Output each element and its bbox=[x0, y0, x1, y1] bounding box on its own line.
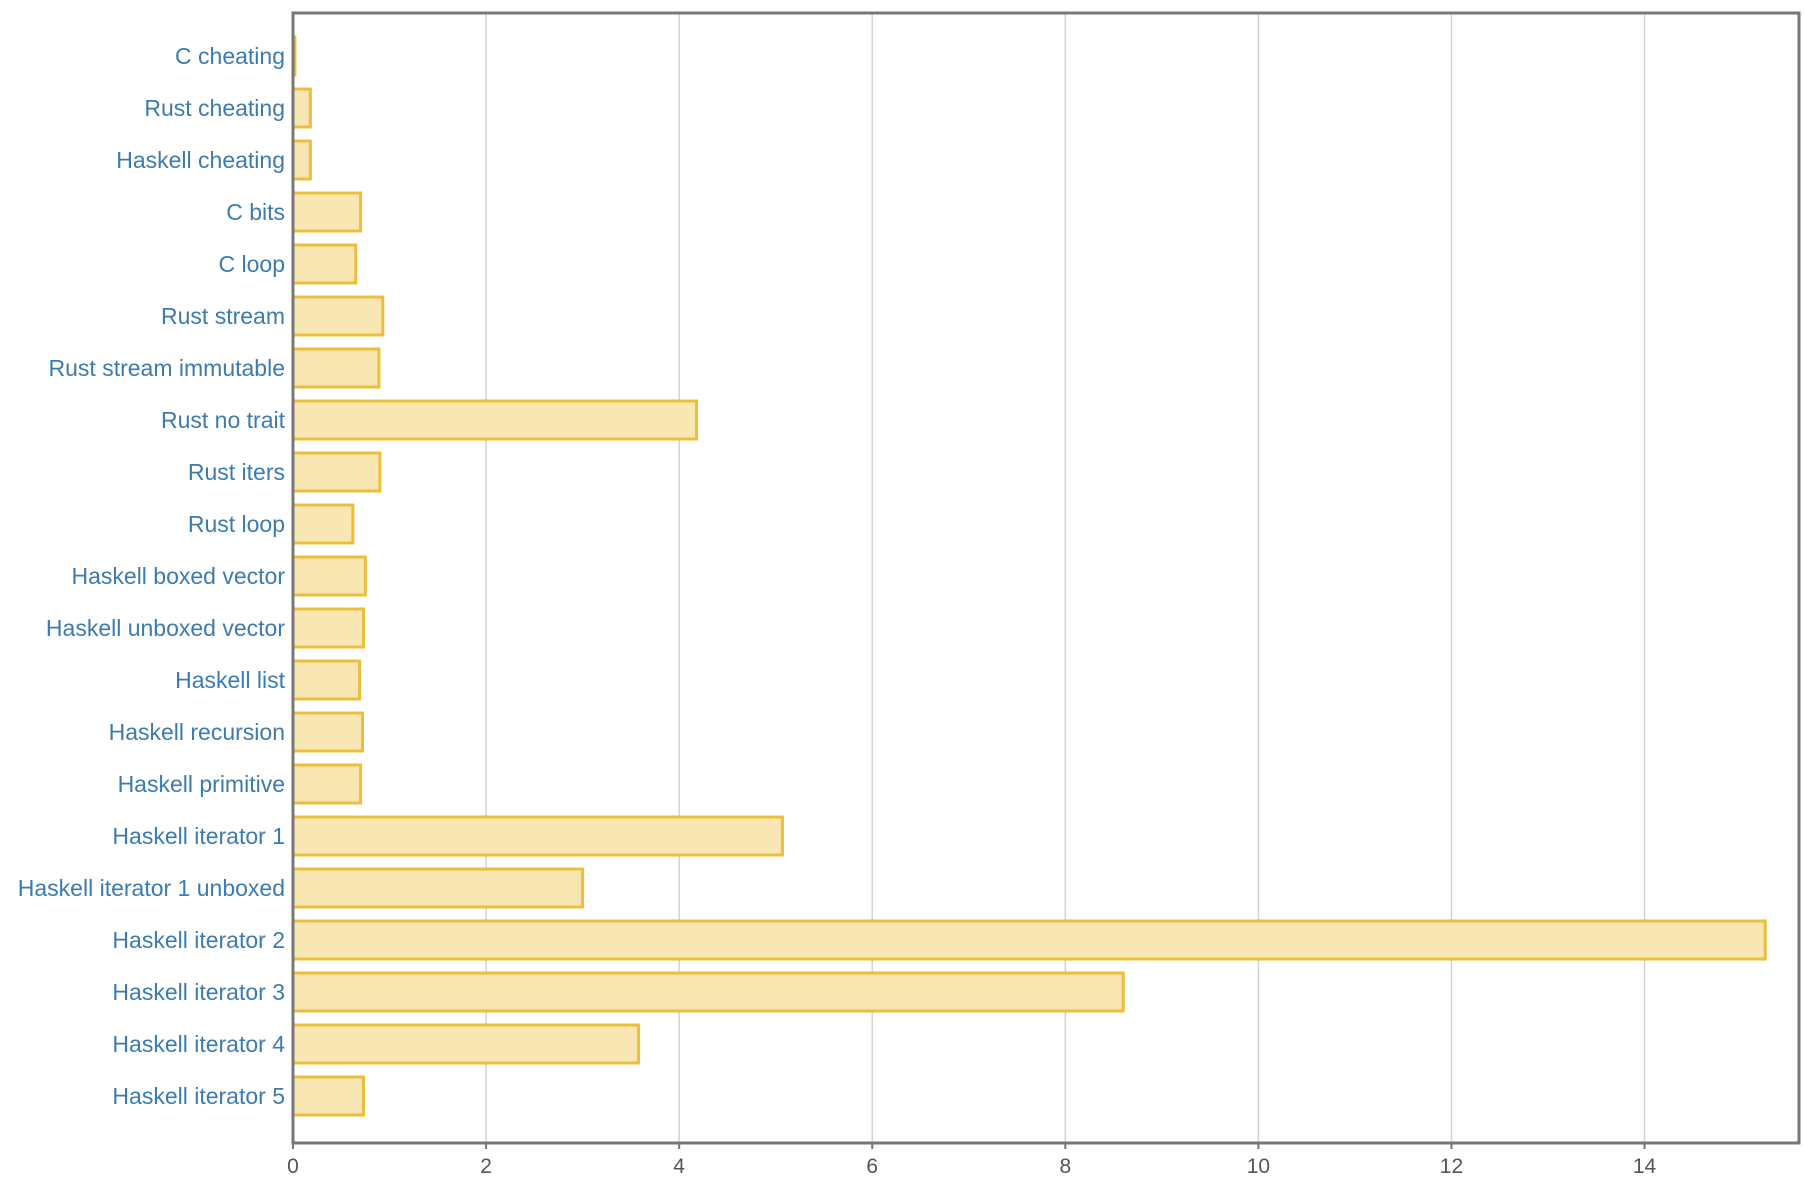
bar bbox=[291, 867, 585, 909]
category-label: Haskell iterator 2 bbox=[112, 927, 285, 953]
bar bbox=[291, 139, 312, 181]
bar bbox=[291, 659, 362, 701]
category-label: C loop bbox=[219, 251, 285, 277]
grid-lines bbox=[485, 13, 1646, 1143]
bar bbox=[291, 607, 365, 649]
bar bbox=[291, 555, 367, 597]
category-label: C cheating bbox=[175, 43, 285, 69]
x-tick-label: 8 bbox=[1059, 1155, 1071, 1178]
x-tick-label: 0 bbox=[287, 1155, 299, 1178]
category-label: Haskell iterator 5 bbox=[112, 1083, 285, 1109]
bar bbox=[291, 1023, 641, 1065]
bar bbox=[291, 711, 365, 753]
x-tick-label: 6 bbox=[866, 1155, 878, 1178]
bars bbox=[291, 35, 1767, 1117]
category-label: Haskell boxed vector bbox=[72, 563, 286, 589]
bar bbox=[291, 191, 363, 233]
category-label: Haskell list bbox=[175, 667, 286, 693]
category-label: Rust stream immutable bbox=[49, 355, 285, 381]
bar bbox=[291, 347, 381, 389]
bar bbox=[291, 295, 385, 337]
bar bbox=[291, 763, 363, 805]
category-label: Rust no trait bbox=[161, 407, 286, 433]
category-label: Haskell unboxed vector bbox=[46, 615, 285, 641]
x-tick-label: 2 bbox=[480, 1155, 492, 1178]
x-tick-label: 10 bbox=[1247, 1155, 1270, 1178]
x-tick-label: 4 bbox=[673, 1155, 685, 1178]
x-tick-label: 14 bbox=[1633, 1155, 1657, 1178]
category-label: Haskell iterator 1 bbox=[112, 823, 285, 849]
category-label: Haskell iterator 4 bbox=[112, 1031, 285, 1057]
category-label: Haskell cheating bbox=[116, 147, 285, 173]
category-label: Rust iters bbox=[188, 459, 285, 485]
bar bbox=[291, 919, 1767, 961]
plot-frame bbox=[291, 11, 1801, 1145]
bar bbox=[291, 87, 312, 129]
bar bbox=[291, 243, 358, 285]
category-label: Haskell primitive bbox=[118, 771, 285, 797]
x-axis-ticks: 0 2 4 6 8 10 12 14 bbox=[287, 1143, 1657, 1178]
category-label: Rust stream bbox=[161, 303, 285, 329]
category-label: Haskell recursion bbox=[109, 719, 285, 745]
bar bbox=[291, 399, 699, 441]
bar bbox=[291, 815, 784, 857]
category-labels: C cheating Rust cheating Haskell cheating C… bbox=[18, 43, 286, 1109]
bar bbox=[291, 503, 355, 545]
category-label: Rust loop bbox=[188, 511, 285, 537]
x-tick-label: 12 bbox=[1440, 1155, 1463, 1178]
bar bbox=[291, 1075, 365, 1117]
category-label: C bits bbox=[226, 199, 285, 225]
bar bbox=[291, 971, 1125, 1013]
bar bbox=[291, 451, 382, 493]
category-label: Haskell iterator 3 bbox=[112, 979, 285, 1005]
category-label: Rust cheating bbox=[144, 95, 285, 121]
category-label: Haskell iterator 1 unboxed bbox=[18, 875, 285, 901]
